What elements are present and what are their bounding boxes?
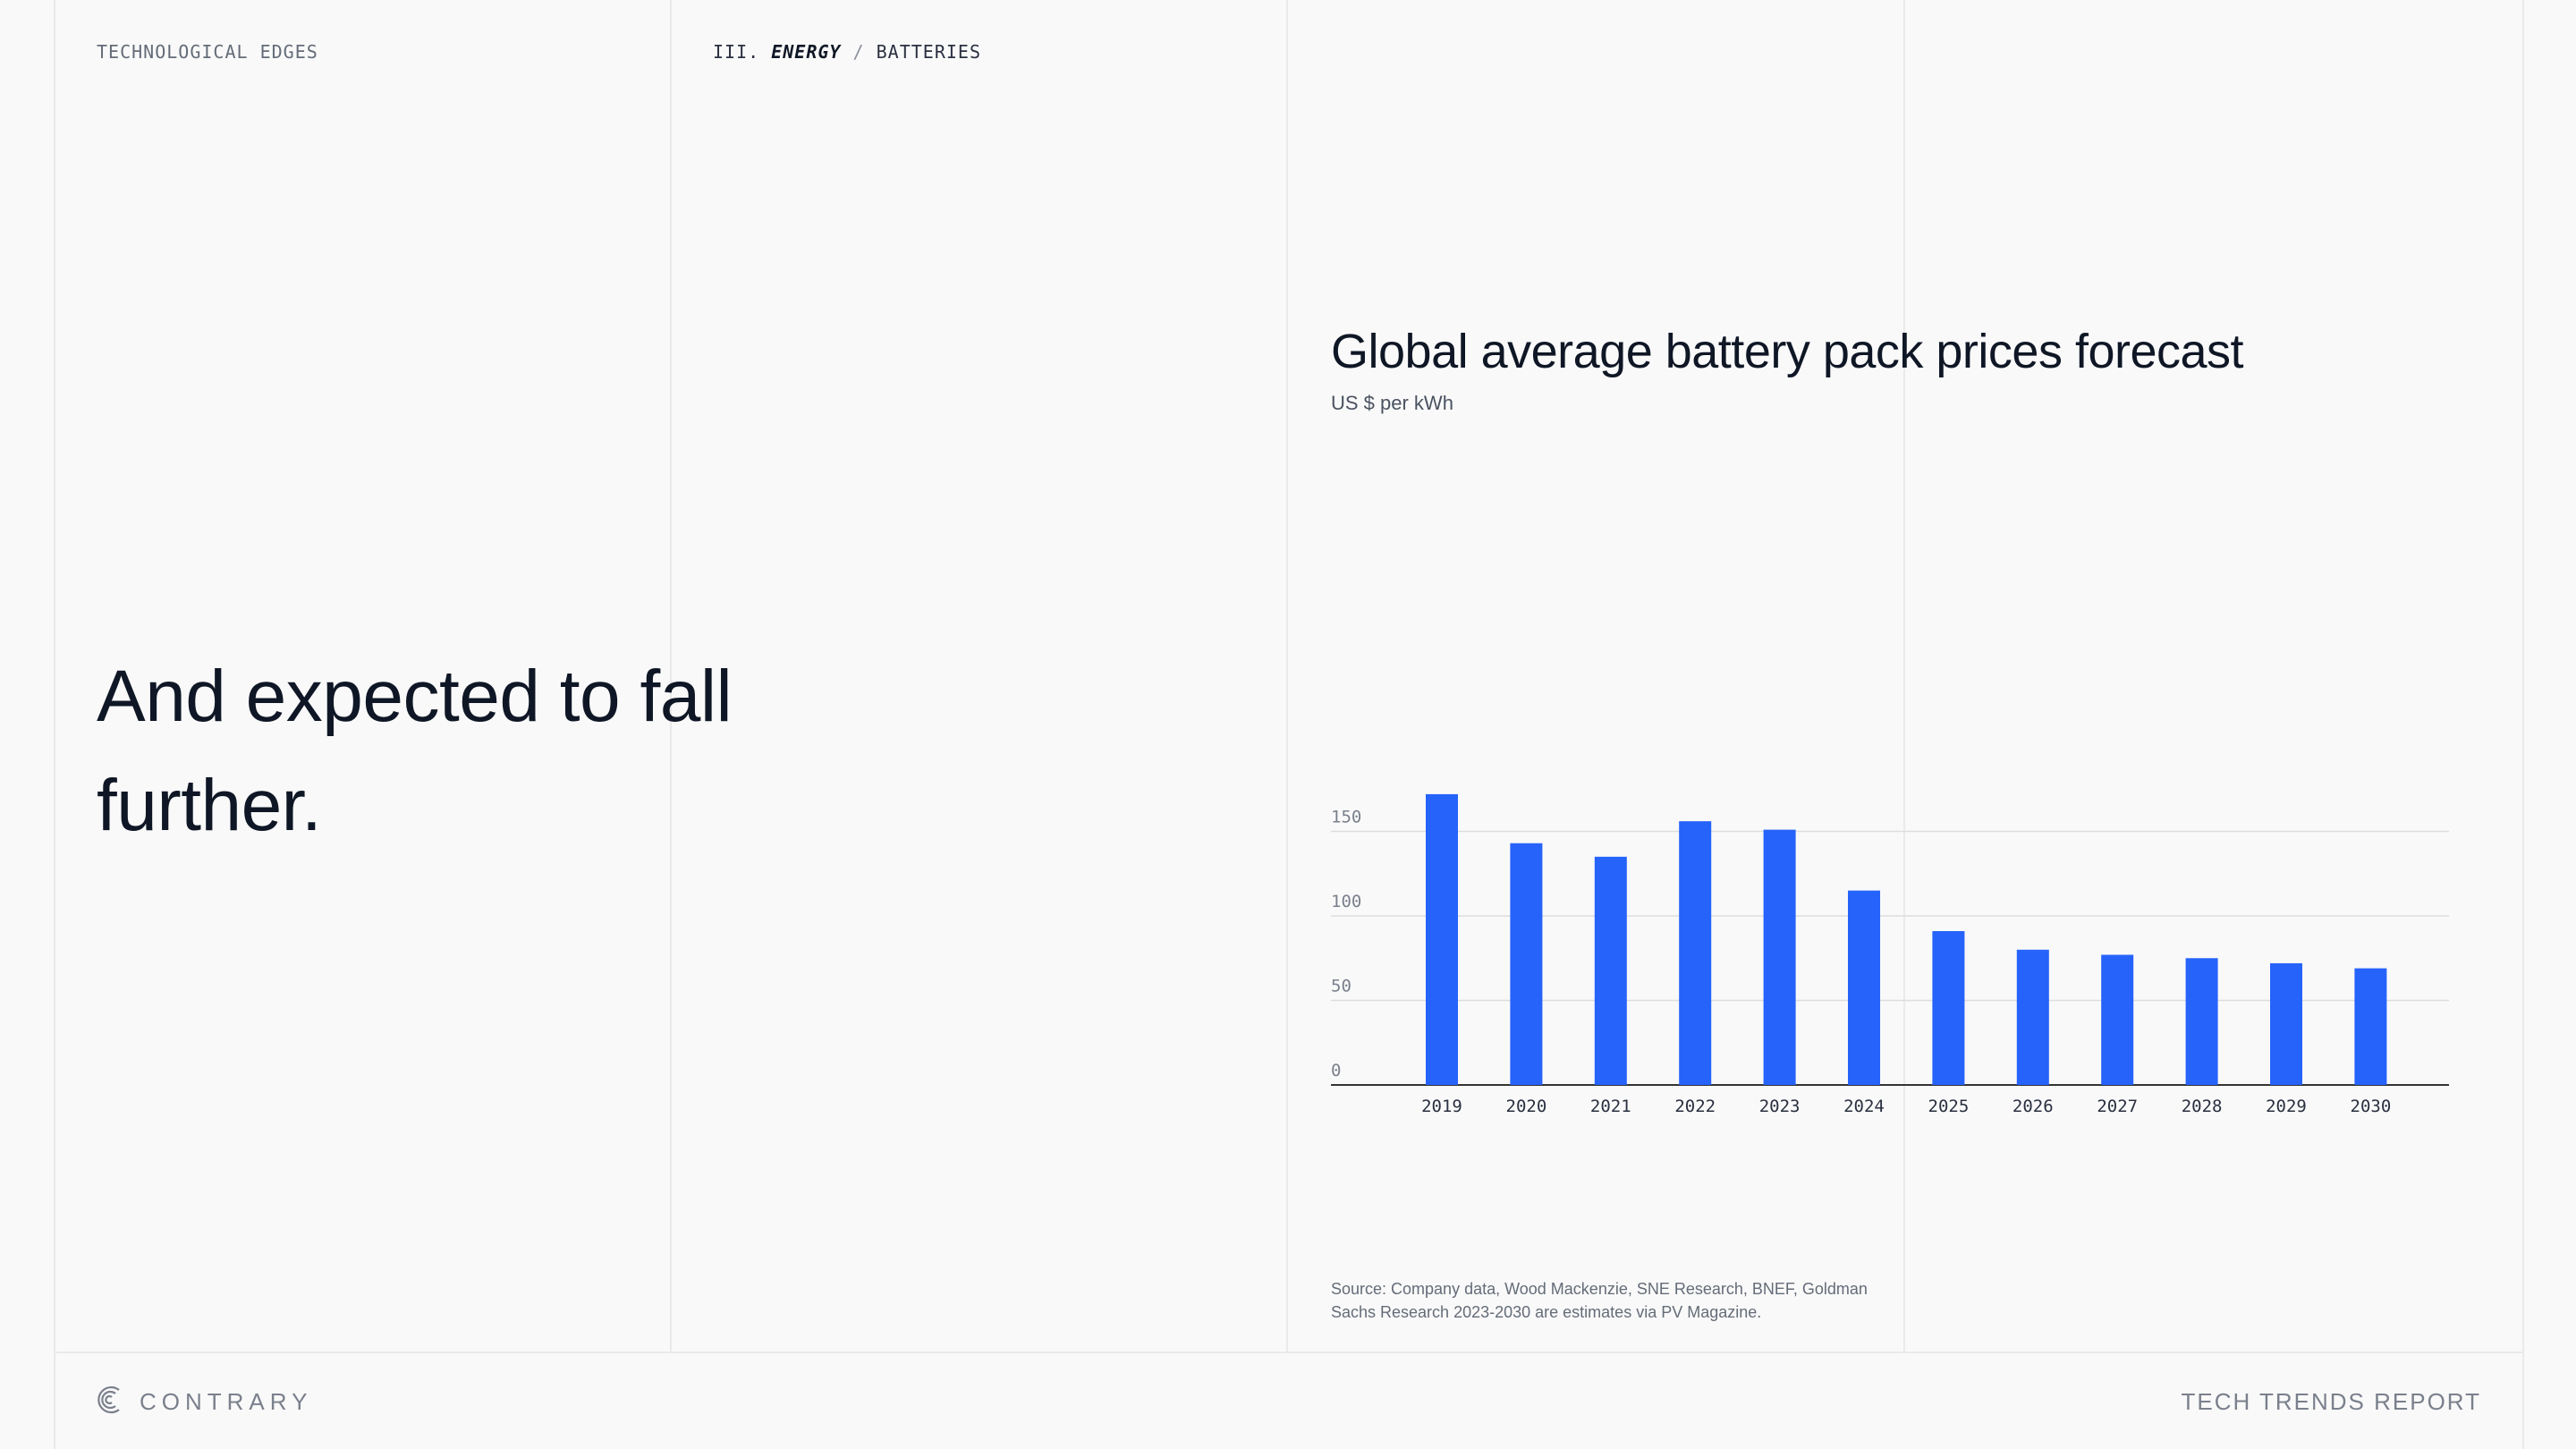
report-name: TECH TRENDS REPORT bbox=[2181, 1388, 2481, 1415]
y-tick-label: 150 bbox=[1331, 808, 1361, 827]
bar-2024 bbox=[1848, 890, 1880, 1085]
x-tick-label: 2024 bbox=[1843, 1097, 1885, 1116]
bar-2030 bbox=[2354, 968, 2387, 1085]
y-tick-label: 0 bbox=[1331, 1061, 1341, 1080]
breadcrumb-topic: BATTERIES bbox=[876, 41, 981, 63]
bar-2025 bbox=[1932, 931, 1965, 1085]
chart-title: Global average battery pack prices forec… bbox=[1331, 325, 2244, 378]
section-label: TECHNOLOGICAL EDGES bbox=[97, 41, 318, 63]
bar-2029 bbox=[2270, 962, 2302, 1085]
chart-subtitle: US $ per kWh bbox=[1331, 392, 1453, 414]
axis-labels: 0 50 100 150 2019 2020 2021 2022 2023 2024 2025 202… bbox=[1331, 808, 2391, 1117]
x-tick-label: 2021 bbox=[1590, 1097, 1631, 1116]
bar-2021 bbox=[1594, 856, 1627, 1085]
x-tick-label: 2030 bbox=[2351, 1097, 2392, 1116]
x-tick-label: 2029 bbox=[2266, 1097, 2307, 1116]
x-tick-label: 2028 bbox=[2182, 1097, 2223, 1116]
column-divider bbox=[54, 0, 55, 1449]
column-divider bbox=[1286, 0, 1288, 1352]
x-tick-label: 2025 bbox=[1928, 1097, 1970, 1116]
bar-2023 bbox=[1763, 829, 1796, 1085]
x-tick-label: 2022 bbox=[1674, 1097, 1716, 1116]
contrary-logo-icon bbox=[95, 1383, 125, 1421]
bar-2019 bbox=[1426, 793, 1458, 1085]
x-tick-label: 2026 bbox=[2012, 1097, 2054, 1116]
bar-2028 bbox=[2185, 958, 2218, 1085]
chart-source: Source: Company data, Wood Mackenzie, SN… bbox=[1331, 1280, 1868, 1321]
breadcrumb-separator: / bbox=[852, 41, 865, 63]
column-divider bbox=[670, 0, 672, 1352]
headline-line-2: further. bbox=[97, 765, 322, 846]
brand-logo: CONTRARY bbox=[95, 1383, 312, 1421]
bar-2020 bbox=[1510, 843, 1543, 1085]
bar-2027 bbox=[2101, 954, 2134, 1085]
y-tick-label: 50 bbox=[1331, 977, 1352, 996]
headline-line-1: And expected to fall bbox=[97, 656, 733, 737]
x-tick-label: 2023 bbox=[1759, 1097, 1801, 1116]
footer-divider bbox=[54, 1352, 2524, 1353]
brand-name: CONTRARY bbox=[140, 1388, 313, 1415]
column-divider bbox=[1903, 0, 1905, 1352]
bars bbox=[1426, 793, 2387, 1085]
headline: And expected to fall further. bbox=[97, 642, 902, 860]
y-tick-label: 100 bbox=[1331, 892, 1361, 911]
breadcrumb-number: III. bbox=[713, 41, 760, 63]
breadcrumb-section: ENERGY bbox=[771, 41, 842, 63]
column-divider bbox=[2522, 0, 2524, 1449]
bar-2026 bbox=[2016, 949, 2049, 1085]
bar-chart: 0 50 100 150 2019 2020 2021 2022 2023 2024 2025 202… bbox=[1331, 793, 2449, 1117]
bar-2022 bbox=[1679, 821, 1712, 1085]
x-tick-label: 2019 bbox=[1421, 1097, 1462, 1116]
breadcrumb: III. ENERGY / BATTERIES bbox=[713, 41, 981, 63]
x-tick-label: 2020 bbox=[1506, 1097, 1547, 1116]
x-tick-label: 2027 bbox=[2097, 1097, 2138, 1116]
